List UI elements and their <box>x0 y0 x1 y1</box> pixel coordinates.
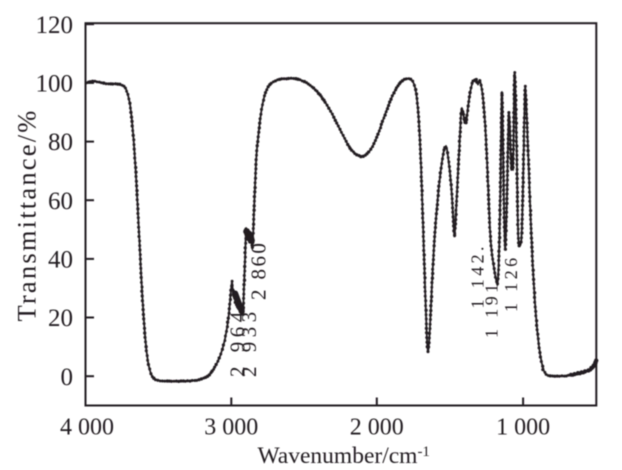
svg-text:1 191: 1 191 <box>482 281 502 339</box>
svg-text:1 142.: 1 142. <box>468 243 488 308</box>
svg-text:80: 80 <box>48 129 73 156</box>
svg-text:0: 0 <box>61 364 74 391</box>
svg-text:4 000: 4 000 <box>60 415 114 441</box>
svg-text:2 860: 2 860 <box>247 241 271 300</box>
svg-text:20: 20 <box>48 305 73 332</box>
svg-text:60: 60 <box>48 188 73 215</box>
svg-text:2 933: 2 933 <box>237 307 261 377</box>
svg-text:1 126: 1 126 <box>501 255 521 313</box>
svg-text:100: 100 <box>36 71 74 98</box>
svg-text:40: 40 <box>48 247 73 274</box>
svg-text:2 000: 2 000 <box>350 415 404 441</box>
svg-text:Wavenumber/cm-1: Wavenumber/cm-1 <box>258 443 430 469</box>
svg-text:120: 120 <box>36 12 74 39</box>
svg-text:2 964.: 2 964. <box>226 298 250 378</box>
svg-text:Transmittance/%: Transmittance/% <box>12 108 42 321</box>
svg-text:3 000: 3 000 <box>204 415 258 441</box>
svg-text:1 000: 1 000 <box>496 415 550 441</box>
